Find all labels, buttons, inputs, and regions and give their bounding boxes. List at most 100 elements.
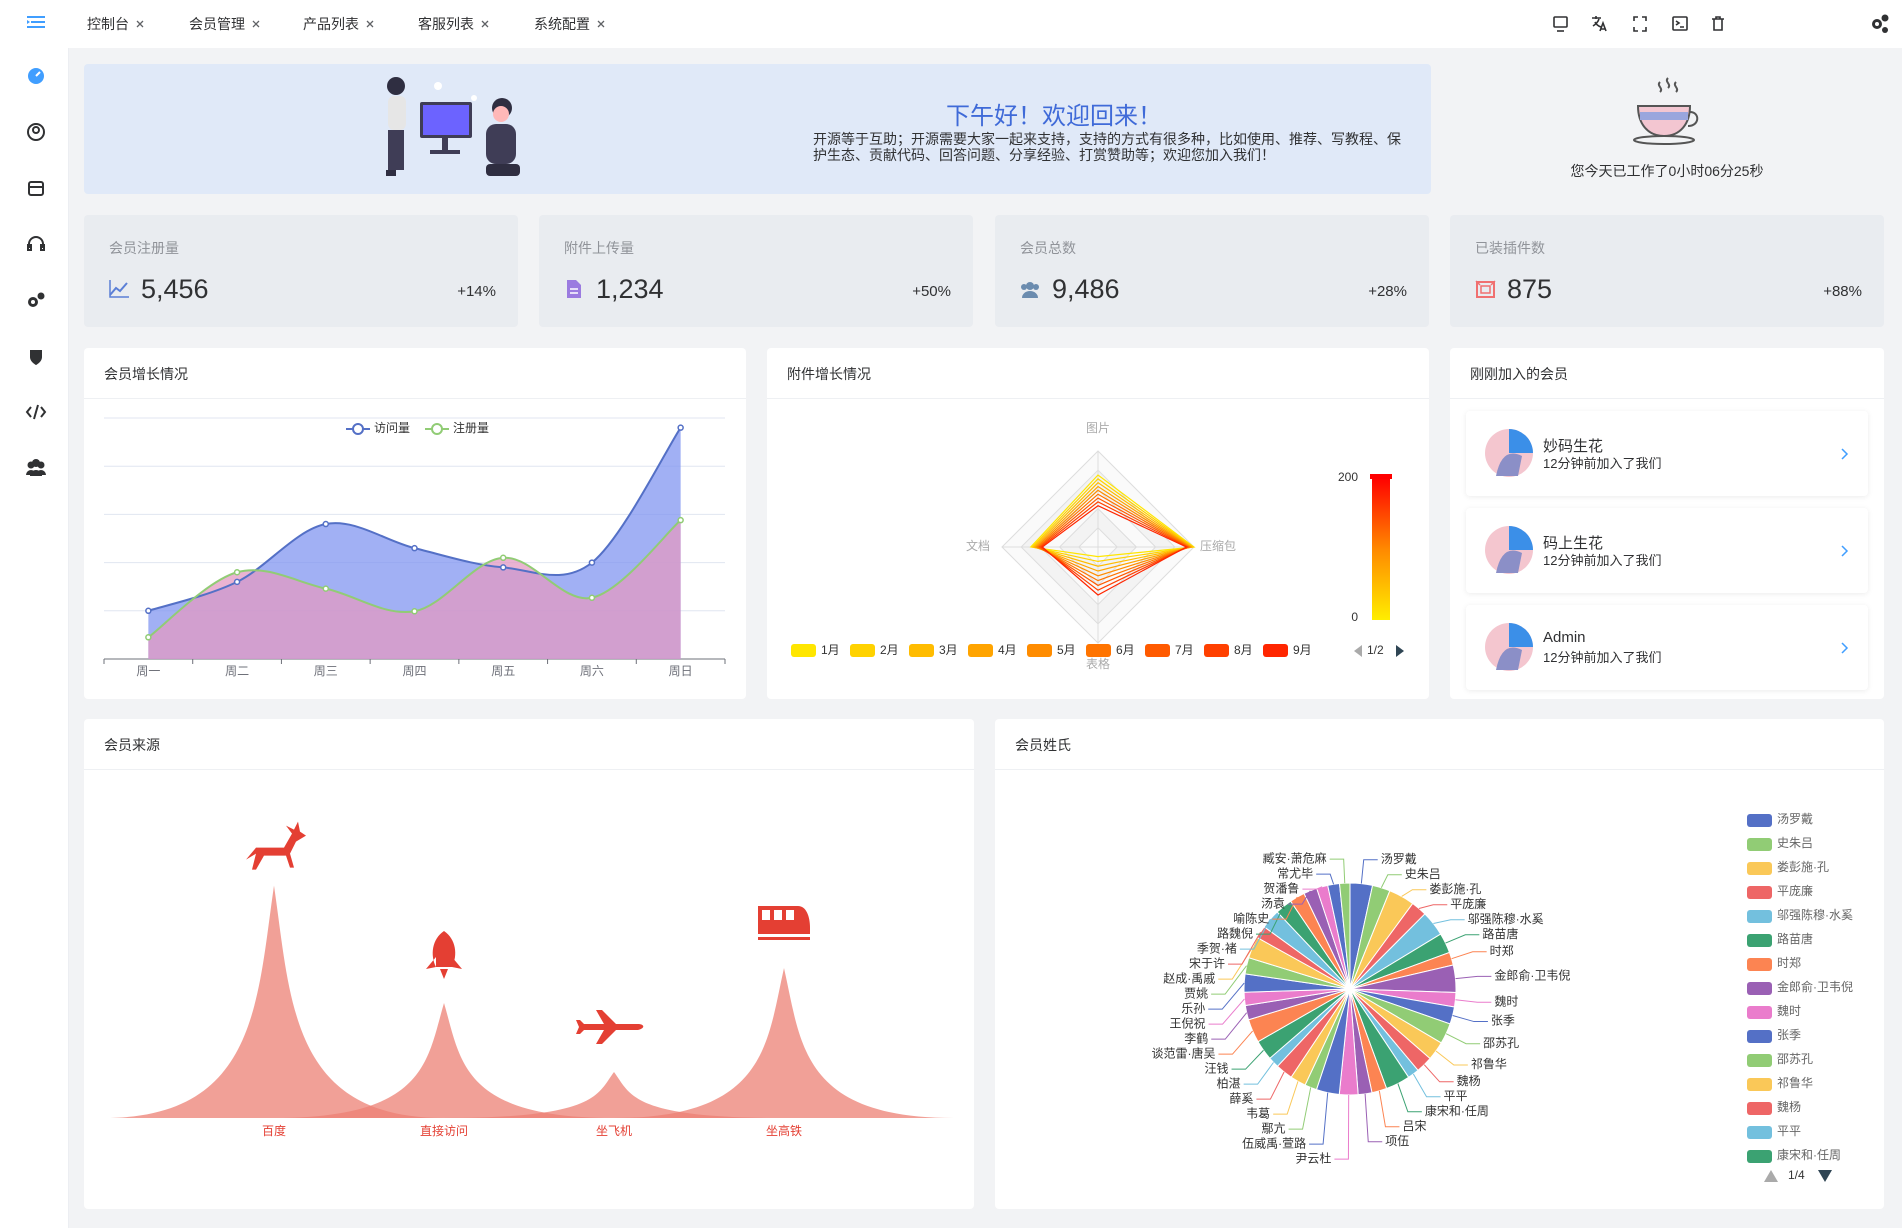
stat-label: 已装插件数 (1475, 240, 1545, 256)
card-new-members: 刚刚加入的会员 妙码生花 12分钟前加入了我们 码上生花 12分钟前加入了我们 Admi… (1450, 348, 1884, 699)
stat-change: +50% (912, 283, 951, 300)
tab-label: 控制台 (87, 16, 129, 32)
stat-card: 已装插件数 875 +88% (1450, 215, 1884, 327)
avatar-shape (1509, 526, 1533, 550)
nav-product[interactable] (28, 181, 44, 196)
tab-bar: 控制台 会员管理 产品列表 客服列表 系统配置 (68, 0, 1902, 48)
tab[interactable]: 会员管理 (189, 14, 261, 34)
icon-head (1026, 282, 1034, 290)
tab-label: 会员管理 (189, 16, 245, 32)
member-item[interactable]: 码上生花 12分钟前加入了我们 (1466, 508, 1868, 593)
nav-config[interactable] (28, 292, 45, 308)
icon-frame (1476, 281, 1495, 298)
card-member-surname: 会员姓氏 (995, 719, 1884, 1209)
stat-icon (1475, 280, 1496, 298)
icon-head (1021, 284, 1027, 290)
nav-members[interactable] (26, 459, 46, 476)
avatar-shape (1496, 453, 1522, 476)
member-item[interactable]: 妙码生花 12分钟前加入了我们 (1466, 411, 1868, 496)
stat-change: +28% (1368, 283, 1407, 300)
stat-icon (567, 280, 581, 298)
chevron (1841, 448, 1849, 460)
card-member-source: 会员来源 (84, 719, 974, 1209)
stat-value: 5,456 (141, 274, 209, 304)
nav-user[interactable] (27, 123, 45, 141)
member-name: 妙码生花 (1543, 438, 1604, 455)
card-title: 会员来源 (104, 737, 160, 753)
stat-value: 875 (1507, 274, 1553, 304)
welcome-text: 开源等于互助；开源需要大家一起来支持，支持的方式有很多种，比如使用、推荐、写教程… (813, 131, 1401, 163)
icon-trend (109, 282, 128, 296)
tab-label: 产品列表 (303, 16, 359, 32)
nav-service[interactable] (27, 236, 45, 251)
member-item[interactable]: Admin 12分钟前加入了我们 (1466, 605, 1868, 690)
tab-close[interactable] (480, 19, 490, 29)
card-title: 会员姓氏 (1015, 737, 1071, 753)
member-avatar (1485, 623, 1533, 671)
stat-change: +14% (457, 283, 496, 300)
close-icon (252, 20, 260, 28)
icon-clear-cache[interactable] (1712, 16, 1724, 31)
stat-icon (109, 280, 129, 298)
tab[interactable]: 控制台 (87, 14, 145, 34)
divider (767, 398, 1429, 399)
tab-close[interactable] (596, 19, 606, 29)
card-attachment-growth: 附件增长情况 (767, 348, 1429, 699)
nav-security[interactable] (30, 350, 42, 365)
stat-card: 会员总数 9,486 +28% (995, 215, 1429, 327)
sidebar-icons (25, 16, 47, 476)
nav-develop[interactable] (25, 404, 47, 420)
avatar-shape (1509, 429, 1533, 453)
welcome-banner: 下午好！欢迎回来！ 开源等于互助；开源需要大家一起来支持，支持的方式有很多种，比… (84, 64, 1431, 194)
member-avatar (1485, 429, 1533, 477)
tab-close[interactable] (251, 19, 261, 29)
menu-toggle[interactable] (27, 16, 45, 28)
tab[interactable]: 系统配置 (534, 14, 606, 34)
divider (84, 769, 974, 770)
stat-icon (1021, 282, 1039, 298)
icon-head (1033, 284, 1039, 290)
icon-language[interactable] (1592, 16, 1607, 32)
member-name: 码上生花 (1543, 535, 1604, 552)
welcome-illustration (386, 77, 520, 176)
avatar-shape (1496, 550, 1522, 573)
close-icon (481, 20, 489, 28)
card-title: 附件增长情况 (787, 366, 871, 382)
tab-label: 客服列表 (418, 16, 474, 32)
icon-terminal[interactable] (1672, 16, 1688, 31)
close-icon (597, 20, 605, 28)
stat-label: 会员注册量 (109, 240, 179, 256)
avatar-shape (1509, 623, 1533, 647)
nav-dashboard[interactable] (28, 68, 44, 84)
card-title: 刚刚加入的会员 (1470, 366, 1568, 382)
divider (1450, 398, 1884, 399)
stat-label: 会员总数 (1020, 240, 1076, 256)
tab-label: 系统配置 (534, 16, 590, 32)
toolbar-icons (1553, 14, 1889, 34)
icon-screen[interactable] (1553, 16, 1568, 32)
icon-settings[interactable] (1872, 14, 1889, 34)
divider (995, 769, 1884, 770)
stat-value: 1,234 (596, 274, 664, 304)
welcome-title: 下午好！欢迎回来！ (946, 103, 1162, 130)
icon-axis (109, 280, 129, 298)
icon-fullscreen[interactable] (1633, 16, 1647, 32)
tab[interactable]: 产品列表 (303, 14, 375, 34)
tab-close[interactable] (365, 19, 375, 29)
icon-inner (1475, 280, 1496, 294)
chevron-icon (1841, 448, 1849, 460)
sidebar (0, 0, 69, 1228)
close-icon (136, 20, 144, 28)
member-name: Admin (1543, 629, 1586, 646)
divider (84, 398, 746, 399)
icon-lines (570, 288, 578, 294)
chevron (1841, 642, 1849, 654)
chevron-icon (1841, 642, 1849, 654)
avatar-shape (1496, 647, 1522, 670)
tab-close[interactable] (135, 19, 145, 29)
stat-value: 9,486 (1052, 274, 1120, 304)
tab[interactable]: 客服列表 (418, 14, 490, 34)
card-member-growth: 会员增长情况 (84, 348, 746, 699)
work-time: 您今天已工作了0小时06分25秒 (1570, 163, 1764, 179)
